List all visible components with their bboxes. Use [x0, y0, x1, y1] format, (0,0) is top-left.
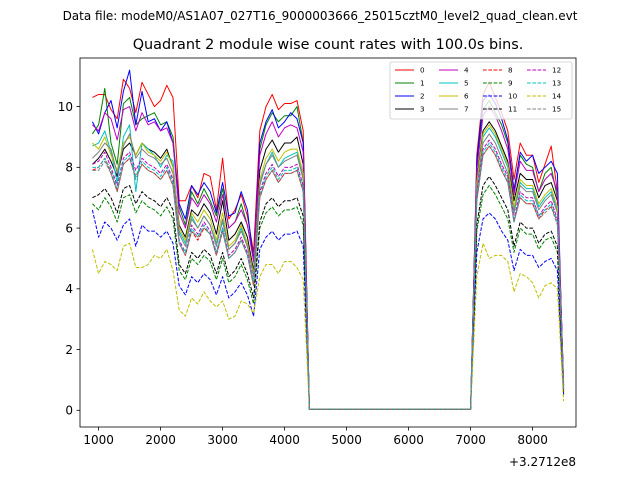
x-tick-label: 3000: [207, 433, 238, 447]
y-tick-label: 4: [65, 282, 73, 296]
x-tick-label: 1000: [83, 433, 114, 447]
plot-area: 1000 2000 3000 4000 5000 6000 7000 8000 0246810…: [58, 57, 577, 469]
legend-label-1: 1: [420, 79, 425, 88]
x-tick-label: 2000: [145, 433, 176, 447]
y-tick-label: 2: [65, 343, 73, 357]
x-tick-label: 6000: [393, 433, 424, 447]
y-tick-label: 8: [65, 161, 73, 175]
y-tick-label: 0: [65, 404, 73, 418]
legend-label-0: 0: [420, 66, 425, 75]
legend-label-3: 3: [420, 105, 425, 114]
x-tick-label: 7000: [455, 433, 486, 447]
legend-frame: [389, 61, 573, 120]
legend-label-11: 11: [508, 105, 517, 114]
figure-suptitle: Data file: modeM0/AS1A07_027T16_90000036…: [63, 9, 578, 23]
legend-label-8: 8: [508, 66, 513, 75]
x-tick-label: 8000: [517, 433, 548, 447]
legend-label-14: 14: [552, 92, 562, 101]
legend-label-15: 15: [552, 105, 561, 114]
x-tick-label: 5000: [331, 433, 362, 447]
x-axis: 1000 2000 3000 4000 5000 6000 7000 8000: [83, 427, 548, 447]
series-layer: [91, 69, 565, 410]
legend-label-2: 2: [420, 92, 425, 101]
legend-label-10: 10: [508, 92, 518, 101]
y-axis: 0 2 4 6 8 10: [58, 100, 80, 418]
legend-label-6: 6: [464, 92, 469, 101]
x-tick-label: 4000: [269, 433, 300, 447]
legend-label-5: 5: [464, 79, 469, 88]
y-tick-label: 6: [65, 221, 73, 235]
y-tick-label: 10: [58, 100, 73, 114]
series-line-15: [92, 145, 565, 410]
legend-label-12: 12: [552, 66, 561, 75]
chart-title: Quadrant 2 module wise count rates with …: [133, 37, 524, 53]
legend-label-4: 4: [464, 66, 469, 75]
legend-label-9: 9: [508, 79, 513, 88]
legend-label-13: 13: [552, 79, 561, 88]
legend-label-7: 7: [464, 105, 469, 114]
x-offset-label: +3.2712e8: [509, 455, 576, 469]
axes-frame: [79, 57, 577, 428]
